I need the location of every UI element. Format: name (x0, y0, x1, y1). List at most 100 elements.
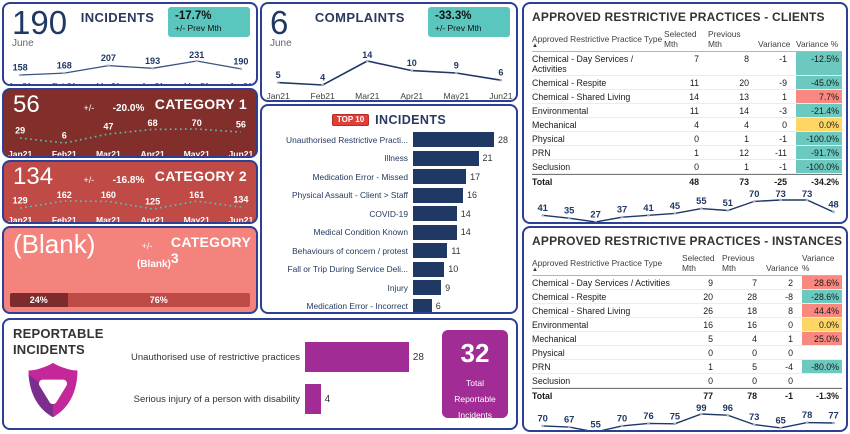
cell-variance[interactable]: 1 (758, 90, 796, 104)
cell-selected-mth[interactable]: 11 (664, 104, 708, 118)
cell-practice-type[interactable]: Mechanical (532, 118, 664, 132)
cell-selected-mth[interactable]: 5 (682, 332, 722, 346)
cell-previous-mth[interactable]: 0 (722, 374, 766, 388)
bar-row[interactable]: Injury 9 (262, 280, 516, 295)
cell-variance-pct[interactable]: 28.6% (802, 276, 842, 290)
cell-variance-pct[interactable]: -91.7% (796, 146, 842, 160)
cell-previous-mth[interactable]: 78 (722, 388, 766, 402)
cell-selected-mth[interactable]: 11 (664, 76, 708, 90)
cell-practice-type[interactable]: Chemical - Day Services / Activities (532, 52, 664, 76)
cell-selected-mth[interactable]: 20 (682, 290, 722, 304)
column-header[interactable]: Previous Mth (722, 251, 766, 276)
bar-row[interactable]: Behaviours of concern / protest 11 (262, 243, 516, 258)
cell-practice-type[interactable]: Physical (532, 132, 664, 146)
instances-trend-chart[interactable]: 70Jul2067Aug2055Sep2070Oct2076Nov2075Dec… (524, 402, 846, 432)
cell-selected-mth[interactable]: 7 (664, 52, 708, 76)
cell-previous-mth[interactable]: 0 (722, 346, 766, 360)
cell-variance[interactable]: -1 (758, 52, 796, 76)
cell-variance[interactable]: 8 (766, 304, 802, 318)
cell-selected-mth[interactable]: 1 (664, 146, 708, 160)
cell-previous-mth[interactable]: 1 (708, 160, 758, 174)
cell-variance[interactable]: 0 (766, 318, 802, 332)
cell-variance[interactable]: -8 (766, 290, 802, 304)
cell-selected-mth[interactable]: 0 (664, 160, 708, 174)
cell-variance[interactable]: 1 (766, 332, 802, 346)
bar-row[interactable]: Medication Error - Missed 17 (262, 169, 516, 184)
cell-previous-mth[interactable]: 1 (708, 132, 758, 146)
cell-practice-type[interactable]: Chemical - Respite (532, 290, 682, 304)
cell-previous-mth[interactable]: 16 (722, 318, 766, 332)
cell-variance[interactable]: -1 (766, 388, 802, 402)
cell-practice-type[interactable]: Chemical - Day Services / Activities (532, 276, 682, 290)
column-header[interactable]: Variance % (802, 251, 842, 276)
cell-previous-mth[interactable]: 13 (708, 90, 758, 104)
cell-selected-mth[interactable]: 48 (664, 174, 708, 188)
cell-practice-type[interactable]: Chemical - Shared Living (532, 304, 682, 318)
cell-practice-type[interactable]: Environmental (532, 104, 664, 118)
column-header[interactable]: Selected Mth (664, 27, 708, 52)
split-bar-segment[interactable]: 24% (10, 293, 68, 307)
cell-previous-mth[interactable]: 8 (708, 52, 758, 76)
column-header[interactable]: Approved Restrictive Practice Type ▲ (532, 256, 682, 276)
cell-variance[interactable]: -9 (758, 76, 796, 90)
column-header[interactable]: Variance (758, 37, 796, 52)
bar-row[interactable]: COVID-19 14 (262, 206, 516, 221)
clients-trend-chart[interactable]: 41Jul2035Aug2027Sep2037Oct2041Nov2045Dec… (524, 188, 846, 224)
cell-variance-pct[interactable]: -21.4% (796, 104, 842, 118)
cell-selected-mth[interactable]: 0 (682, 346, 722, 360)
cell-previous-mth[interactable]: 7 (722, 276, 766, 290)
cell-previous-mth[interactable]: 73 (708, 174, 758, 188)
cell-variance-pct[interactable]: -100.0% (796, 132, 842, 146)
cell-variance[interactable]: 0 (766, 374, 802, 388)
cell-previous-mth[interactable]: 4 (722, 332, 766, 346)
cell-selected-mth[interactable]: 1 (682, 360, 722, 374)
cell-variance-pct[interactable]: -45.0% (796, 76, 842, 90)
cell-selected-mth[interactable]: 16 (682, 318, 722, 332)
cell-variance[interactable]: -11 (758, 146, 796, 160)
top10-bar-chart[interactable]: Unauthorised Restrictive Practi... 28 Illn… (262, 132, 516, 312)
cell-practice-type[interactable]: Total (532, 388, 682, 402)
cell-variance[interactable]: -4 (766, 360, 802, 374)
cell-selected-mth[interactable]: 14 (664, 90, 708, 104)
cell-previous-mth[interactable]: 20 (708, 76, 758, 90)
cell-previous-mth[interactable]: 18 (722, 304, 766, 318)
cell-variance-pct[interactable]: 0.0% (802, 318, 842, 332)
cell-variance-pct[interactable]: -34.2% (796, 174, 842, 188)
column-header[interactable]: Variance (766, 261, 802, 276)
cell-practice-type[interactable]: Mechanical (532, 332, 682, 346)
cell-variance-pct[interactable]: 25.0% (802, 332, 842, 346)
cell-variance[interactable]: -25 (758, 174, 796, 188)
cell-selected-mth[interactable]: 4 (664, 118, 708, 132)
bar-row[interactable]: Unauthorised Restrictive Practi... 28 (262, 132, 516, 147)
cell-selected-mth[interactable]: 0 (664, 132, 708, 146)
cell-variance-pct[interactable]: 44.4% (802, 304, 842, 318)
cell-variance-pct[interactable] (802, 346, 842, 360)
cell-variance[interactable]: -1 (758, 132, 796, 146)
column-header[interactable]: Approved Restrictive Practice Type ▲ (532, 32, 664, 52)
cell-previous-mth[interactable]: 12 (708, 146, 758, 160)
cell-selected-mth[interactable]: 77 (682, 388, 722, 402)
reportable-bar-chart[interactable]: Unauthorised use of restrictive practice… (92, 342, 432, 426)
cell-practice-type[interactable]: PRN (532, 146, 664, 160)
cell-practice-type[interactable]: PRN (532, 360, 682, 374)
bar-row[interactable]: Serious injury of a person with disabili… (92, 384, 432, 414)
cell-variance-pct[interactable]: -1.3% (802, 388, 842, 402)
cell-variance[interactable]: -3 (758, 104, 796, 118)
bar-row[interactable]: Physical Assault - Client > Staff 16 (262, 187, 516, 203)
cell-previous-mth[interactable]: 5 (722, 360, 766, 374)
column-header[interactable]: Previous Mth (708, 27, 758, 52)
cell-variance-pct[interactable]: -12.5% (796, 52, 842, 76)
cell-previous-mth[interactable]: 28 (722, 290, 766, 304)
incidents-trend-chart[interactable]: 158 Jan21 168 Feb21 207 Mar21 193 Apr21 231 May21… (4, 49, 256, 86)
cell-previous-mth[interactable]: 4 (708, 118, 758, 132)
cell-variance-pct[interactable]: -100.0% (796, 160, 842, 174)
clients-table[interactable]: Approved Restrictive Practice Type ▲ Selec… (532, 27, 842, 188)
bar-row[interactable]: Medication Error - Incorrect 6 (262, 298, 516, 312)
complaints-trend-chart[interactable]: 5 Jan21 4 Feb21 14 Mar21 10 Apr21 9 May21 6 Jun21 (262, 49, 516, 102)
cell-variance-pct[interactable]: 7.7% (796, 90, 842, 104)
cell-practice-type[interactable]: Seclusion (532, 374, 682, 388)
cell-variance-pct[interactable]: 0.0% (796, 118, 842, 132)
split-bar-segment[interactable]: 76% (67, 293, 250, 307)
cell-variance-pct[interactable] (802, 374, 842, 388)
cell-variance-pct[interactable]: -80.0% (802, 360, 842, 374)
